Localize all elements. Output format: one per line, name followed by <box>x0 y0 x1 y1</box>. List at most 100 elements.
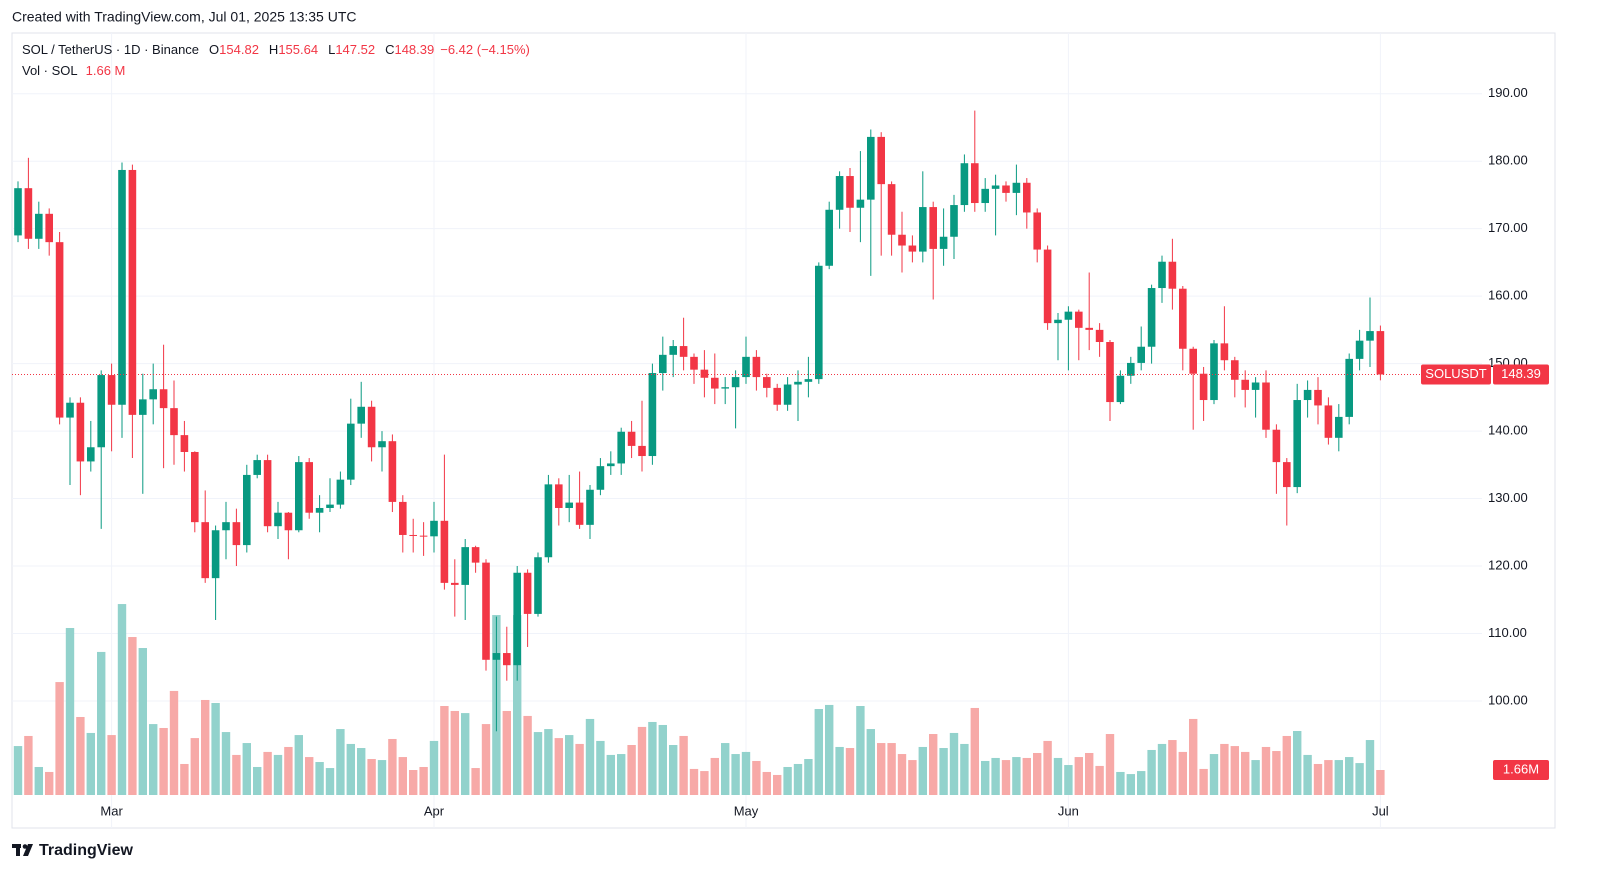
candle-body <box>35 213 43 239</box>
volume-bar <box>1053 757 1063 795</box>
candle-body <box>1262 382 1270 430</box>
ohlc-value: 154.82 <box>219 42 259 57</box>
candle-body <box>586 489 594 525</box>
volume-bar <box>783 766 792 795</box>
candle-body <box>1335 416 1343 438</box>
volume-bar <box>1147 749 1156 795</box>
candle-body <box>783 384 792 405</box>
candle-body <box>503 653 511 666</box>
volume-legend-label: Vol · SOL <box>22 63 78 78</box>
candle-body <box>305 462 313 513</box>
volume-bar <box>1074 757 1083 795</box>
ohlc-label: O <box>209 42 219 57</box>
volume-bar <box>502 710 511 795</box>
candle-body <box>180 435 189 452</box>
candle-body <box>731 377 740 388</box>
candle-body <box>565 502 573 508</box>
volume-bar <box>409 770 418 795</box>
candle-body <box>76 402 85 462</box>
volume-bar <box>429 740 439 795</box>
volume-bar <box>34 766 43 795</box>
candle-body <box>170 408 178 436</box>
volume-bar <box>1334 760 1343 795</box>
volume-bar <box>357 748 366 795</box>
candle-body <box>232 522 241 546</box>
candle-body <box>1220 343 1229 361</box>
volume-bar <box>1251 760 1260 795</box>
volume-bar <box>752 760 761 795</box>
chart-frame <box>11 32 1556 829</box>
candle-body <box>336 479 345 505</box>
volume-bar <box>86 732 95 795</box>
logo-stem <box>16 844 20 856</box>
candle-body <box>1002 185 1010 193</box>
volume-bar <box>1012 757 1021 795</box>
volume-bar <box>1105 734 1115 795</box>
volume-bar <box>1001 760 1011 795</box>
candle-body <box>887 184 896 235</box>
volume-bar <box>201 699 210 795</box>
x-tick-label: May <box>734 803 759 818</box>
candle-body <box>1158 261 1166 289</box>
candle-body <box>55 242 64 418</box>
volume-bar <box>450 710 459 795</box>
volume-bar <box>305 757 314 795</box>
candle-body <box>1012 182 1021 193</box>
volume-bar <box>13 746 23 795</box>
volume-bar <box>658 724 667 795</box>
candle-body <box>804 379 813 382</box>
candle-body <box>1137 346 1145 363</box>
volume-bar <box>960 743 969 795</box>
y-tick-label: 160.00 <box>1488 288 1528 303</box>
candle-body <box>87 447 95 462</box>
volume-bar <box>346 743 355 795</box>
volume-bar <box>689 768 699 795</box>
volume-bar <box>929 734 938 795</box>
candle-body <box>440 520 449 583</box>
volume-bar <box>159 727 168 795</box>
volume-bar <box>897 754 907 795</box>
volume-bar <box>1199 768 1208 795</box>
candle-body <box>1085 327 1093 330</box>
volume-bar <box>211 702 220 795</box>
candle-body <box>742 356 750 378</box>
volume-bar <box>325 768 335 795</box>
candle-body <box>1283 462 1291 488</box>
candle-body <box>471 547 480 563</box>
ohlc-value: 147.52 <box>335 42 375 57</box>
volume-bar <box>1241 751 1250 795</box>
candle-body <box>243 474 251 546</box>
candle-body <box>191 451 199 523</box>
volume-bar <box>367 759 376 795</box>
symbol-name: SOL / TetherUS · 1D · Binance <box>22 42 199 57</box>
candle-body <box>690 356 698 370</box>
volume-bar <box>55 682 64 795</box>
candle-body <box>669 346 677 355</box>
candle-body <box>898 234 906 246</box>
candle-body <box>1189 348 1197 374</box>
candle-body <box>1168 261 1177 289</box>
volume-bar <box>190 738 199 795</box>
candle-body <box>1043 249 1052 324</box>
volume-bar <box>949 732 959 795</box>
volume-bar <box>45 771 54 795</box>
ohlc-value: 155.64 <box>278 42 318 57</box>
volume-badge <box>1493 760 1549 781</box>
volume-bar <box>1064 765 1073 795</box>
volume-bar <box>1303 754 1312 795</box>
candle-body <box>1272 429 1281 463</box>
candle-body <box>1241 379 1249 390</box>
candle-body <box>274 512 282 527</box>
candle-body <box>596 466 605 490</box>
candle-body <box>492 653 501 660</box>
volume-bar <box>284 746 293 795</box>
volume-bar <box>1355 763 1364 795</box>
volume-bar <box>679 735 688 795</box>
candle-body <box>347 423 355 480</box>
candle-body <box>295 462 303 531</box>
x-tick-label: Apr <box>424 803 445 818</box>
y-tick-label: 100.00 <box>1488 692 1528 707</box>
candle-body <box>794 381 802 385</box>
candle-body <box>679 346 688 357</box>
